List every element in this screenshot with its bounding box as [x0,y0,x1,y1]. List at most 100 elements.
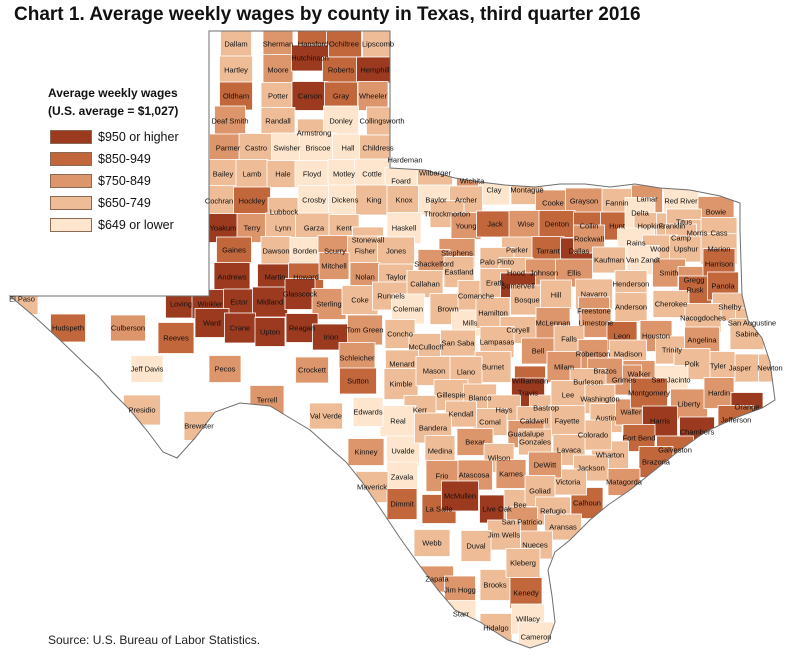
county-label: Andrews [217,273,246,282]
county-label: Tyler [710,362,727,371]
county-label: Runnels [377,292,405,301]
county-label: Callahan [410,280,440,289]
county-label: Lipscomb [362,40,394,49]
county-label: Parmer [216,144,241,153]
county-label: Jasper [729,364,752,373]
county-cherokee [652,290,690,318]
county-kleberg [505,548,541,578]
county-label: Chambers [680,428,715,437]
county-edwards [352,397,384,427]
county-label: Schleicher [339,354,375,363]
county-label: McMullen [444,492,476,501]
county-label: Maverick [357,483,387,492]
county-label: Milam [554,363,574,372]
county-label: Trinity [662,346,682,355]
county-label: Ector [230,298,248,307]
county-lee [550,380,586,410]
county-hill [540,279,572,311]
county-label: Cameron [521,633,552,642]
county-label: Archer [455,196,478,205]
county-label: Bailey [213,170,234,179]
county-label: Reeves [163,334,189,343]
county-label: Bowie [706,208,726,217]
county-label: Roberts [328,66,355,75]
county-label: Victoria [556,478,582,487]
county-label: Yoakum [210,224,237,233]
county-label: El Paso [9,295,35,304]
county-jones [377,236,415,266]
county-label: Rockwall [574,235,604,244]
county-label: Van Zandt [626,256,661,265]
county-label: Martin [265,273,286,282]
county-label: Borden [293,247,317,256]
county-label: Garza [304,224,325,233]
county-label: Crosby [302,196,326,205]
county-andrews [213,262,251,292]
county-label: King [366,196,381,205]
county-label: Edwards [353,408,382,417]
county-label: Hale [275,170,290,179]
county-kenedy [509,577,543,609]
county-label: Hardin [708,389,730,398]
county-label: Motley [333,170,355,179]
county-label: Hartley [224,66,248,75]
county-label: Leon [614,332,631,341]
county-label: Eastland [444,268,473,277]
county-crockett [295,356,329,384]
county-label: Mitchell [321,262,347,271]
county-sherman [262,31,294,59]
county-label: Dimmit [390,500,414,509]
county-label: La Salle [425,505,452,514]
county-coleman [391,293,425,325]
county-label: Dawson [262,247,289,256]
county-knox [386,185,422,215]
county-mitchell [318,252,350,280]
county-label: Liberty [678,400,701,409]
county-label: Bexar [465,438,485,447]
county-label: Reagan [289,324,315,333]
legend-swatch [50,218,92,232]
county-label: Sabine [735,330,758,339]
county-label: Nacogdoches [680,314,726,323]
county-label: Shackelford [414,260,454,269]
county-midland [252,286,288,318]
county-label: Presidio [128,406,155,415]
county-uvalde [386,435,420,467]
county-lamb [235,159,269,189]
county-label: Kenedy [513,589,539,598]
county-label: Culberson [111,324,145,333]
legend-label: $750-849 [98,174,151,188]
county-zavala [386,461,418,493]
county-jack [476,210,514,238]
county-label: Crane [230,324,250,333]
county-label: Pecos [215,365,236,374]
county-label: Menard [389,360,414,369]
county-label: Wilbarger [419,169,452,178]
county-label: Upton [260,328,280,337]
county-carson [291,81,329,111]
county-dawson [260,236,292,266]
county-kaufman [592,246,626,274]
county-label: Duval [466,542,486,551]
county-label: Hill [551,291,562,300]
county-gaines [216,236,252,264]
legend-swatch [50,196,92,210]
county-label: Lamar [636,195,658,204]
county-hockley [233,186,271,216]
county-label: Houston [642,332,670,341]
county-ward [194,308,230,338]
county-label: Llano [457,368,475,377]
county-label: Robertson [576,350,611,359]
legend-label: $650-749 [98,196,151,210]
county-label: Ochiltree [329,40,359,49]
county-oldham [219,81,253,111]
county-label: Panola [711,282,735,291]
county-dewitt [528,451,562,479]
county-coke [341,285,379,315]
county-label: Terry [244,224,261,233]
county-label: Cherokee [655,300,688,309]
county-label: Taylor [386,273,407,282]
county-label: Grimes [612,376,636,385]
county-webb [413,529,451,557]
county-label: Hockley [239,197,266,206]
